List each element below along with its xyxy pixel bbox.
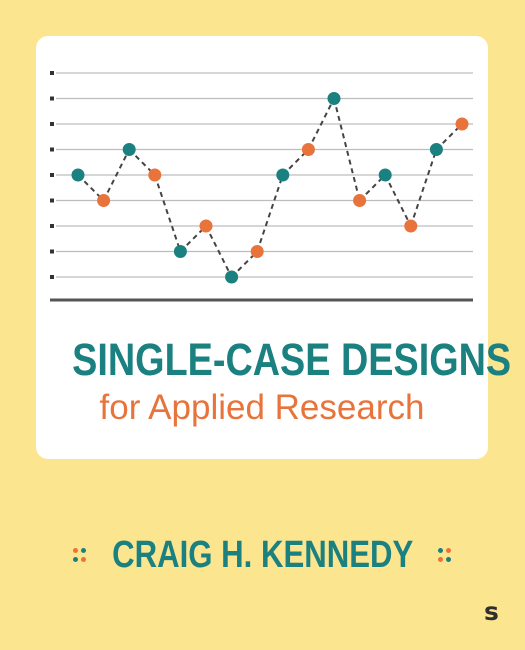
data-point [353, 194, 367, 207]
axis-tick [50, 71, 54, 75]
data-point [148, 168, 162, 182]
author-row: CRAIG H. KENNEDY [0, 527, 525, 583]
series-line-segment [153, 174, 182, 252]
author-name: CRAIG H. KENNEDY [111, 534, 414, 576]
left-dots-ornament [72, 547, 87, 563]
data-point [173, 245, 187, 258]
series-line-segment [307, 98, 335, 150]
data-point [276, 168, 290, 182]
data-point [327, 92, 341, 105]
data-point [71, 168, 85, 182]
data-point [429, 143, 443, 156]
axis-tick [50, 147, 54, 152]
book-subtitle: for Applied Research [99, 388, 425, 427]
data-point [455, 117, 469, 131]
axis-tick [50, 198, 54, 203]
data-point [301, 143, 315, 156]
data-point [404, 219, 418, 233]
data-point [250, 245, 264, 258]
series-line-segment [384, 174, 412, 227]
axis-tick [50, 122, 54, 126]
data-point [97, 194, 111, 207]
axis-tick [50, 224, 54, 228]
data-point [225, 270, 239, 284]
data-point [199, 219, 213, 233]
data-point [122, 143, 136, 156]
cover-panel: SINGLE-CASE DESIGNS for Applied Research [36, 36, 512, 459]
axis-tick [50, 173, 54, 177]
series-line-segment [409, 149, 438, 227]
title-block: SINGLE-CASE DESIGNS for Applied Research [36, 334, 512, 430]
series-line-segment [256, 174, 284, 252]
series-line-segment [102, 149, 131, 201]
data-point [378, 168, 392, 182]
cover-chart [50, 71, 473, 302]
right-dots-ornament [438, 547, 452, 563]
axis-tick [50, 249, 54, 254]
series-line-segment [205, 225, 233, 278]
book-title: SINGLE-CASE DESIGNS [72, 334, 512, 385]
axis-tick [50, 96, 54, 101]
publisher-logo: s [484, 597, 499, 626]
axis-tick [50, 275, 54, 279]
